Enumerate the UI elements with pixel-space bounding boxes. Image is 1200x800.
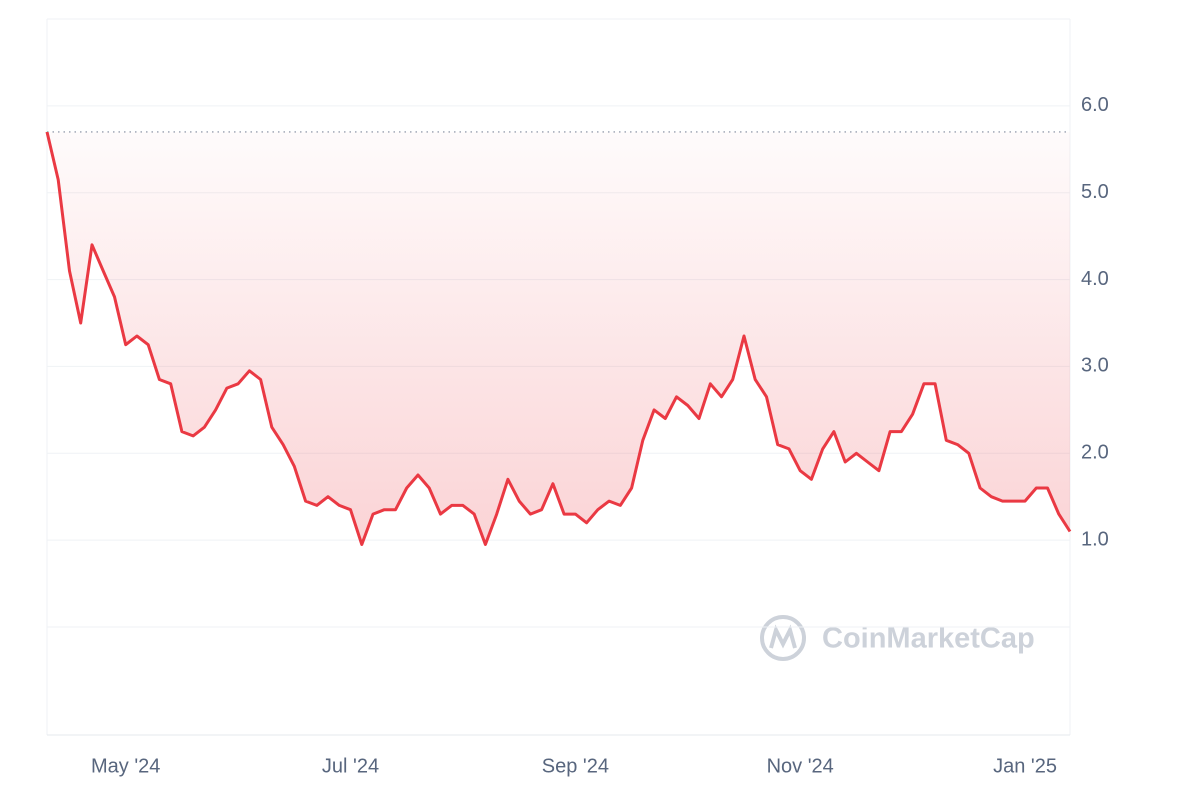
y-tick-label: 5.0 — [1081, 181, 1109, 203]
y-tick-label: 1.0 — [1081, 528, 1109, 550]
area-fill — [47, 131, 1070, 545]
y-tick-label: 4.0 — [1081, 268, 1109, 290]
x-tick-label: May '24 — [91, 755, 160, 777]
watermark-logo — [760, 615, 806, 661]
watermark: CoinMarketCap — [822, 623, 1035, 655]
y-tick-label: 2.0 — [1081, 442, 1109, 464]
x-tick-label: Jul '24 — [322, 755, 379, 777]
x-tick-label: Sep '24 — [542, 755, 609, 777]
y-tick-label: 6.0 — [1081, 94, 1109, 116]
x-tick-label: Jan '25 — [993, 755, 1057, 777]
y-tick-label: 3.0 — [1081, 355, 1109, 377]
x-tick-label: Nov '24 — [767, 755, 834, 777]
price-line — [45, 131, 1072, 546]
